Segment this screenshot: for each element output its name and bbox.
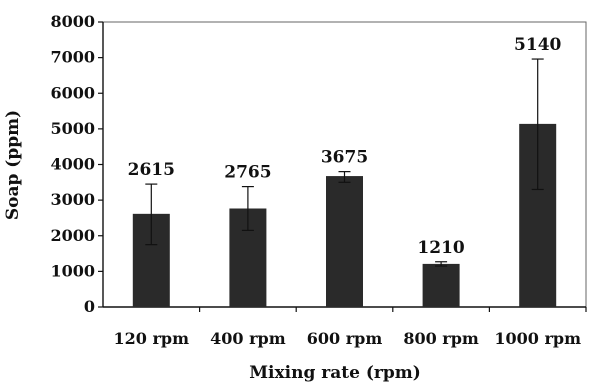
y-tick-label: 1000 — [50, 261, 95, 280]
y-tick-label: 5000 — [50, 119, 95, 138]
x-axis: 120 rpm 400 rpm 600 rpm 800 rpm 1000 rpm — [114, 307, 587, 348]
x-tick-label: 600 rpm — [307, 329, 383, 348]
y-tick-label: 4000 — [50, 155, 95, 174]
data-label: 3675 — [321, 148, 368, 168]
bar — [422, 263, 460, 307]
y-tick-label: 8000 — [50, 12, 95, 31]
y-tick-label: 6000 — [50, 83, 95, 102]
data-label: 1210 — [417, 238, 464, 258]
y-tick-label: 3000 — [50, 190, 95, 209]
x-tick-label: 1000 rpm — [494, 329, 581, 348]
data-label: 5140 — [514, 35, 561, 55]
y-axis-title: Soap (ppm) — [3, 110, 23, 220]
x-tick-label: 120 rpm — [114, 329, 190, 348]
x-tick-label: 800 rpm — [403, 329, 479, 348]
y-tick-label: 7000 — [50, 48, 95, 67]
bar — [326, 176, 363, 307]
data-label: 2765 — [224, 163, 271, 183]
x-axis-title: Mixing rate (rpm) — [249, 363, 421, 383]
x-tick-label: 400 rpm — [210, 329, 286, 348]
y-axis: 0 1000 2000 3000 4000 5000 6000 7000 8000 — [50, 12, 103, 316]
y-tick-label: 0 — [84, 297, 95, 316]
data-label: 2615 — [128, 160, 175, 180]
bars-group: 2615 2765 3675 1210 5140 — [128, 35, 562, 307]
y-tick-label: 2000 — [50, 226, 95, 245]
